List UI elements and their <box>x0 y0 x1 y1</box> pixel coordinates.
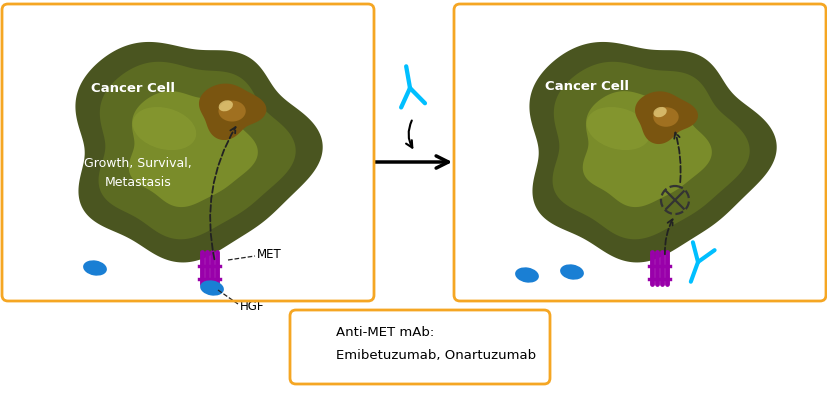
Text: Emibetuzumab, Onartuzumab: Emibetuzumab, Onartuzumab <box>336 349 535 362</box>
Ellipse shape <box>559 264 583 279</box>
Polygon shape <box>75 42 323 262</box>
FancyBboxPatch shape <box>289 310 549 384</box>
Ellipse shape <box>586 107 649 150</box>
Ellipse shape <box>514 267 538 283</box>
Ellipse shape <box>653 107 666 117</box>
Text: Cancer Cell: Cancer Cell <box>544 79 629 93</box>
Text: Growth, Survival,
Metastasis: Growth, Survival, Metastasis <box>84 158 192 189</box>
Polygon shape <box>528 42 776 262</box>
Text: Anti-MET mAb:: Anti-MET mAb: <box>336 326 433 339</box>
Polygon shape <box>634 91 697 144</box>
Polygon shape <box>98 62 295 239</box>
Ellipse shape <box>132 107 196 150</box>
Ellipse shape <box>218 100 246 121</box>
Ellipse shape <box>653 107 678 127</box>
Polygon shape <box>582 91 711 207</box>
Text: Cancer Cell: Cancer Cell <box>91 81 174 94</box>
Polygon shape <box>128 91 257 207</box>
Text: HGF: HGF <box>240 299 264 312</box>
Ellipse shape <box>218 100 232 111</box>
Ellipse shape <box>200 280 223 296</box>
Polygon shape <box>552 62 748 239</box>
Ellipse shape <box>83 260 107 276</box>
Polygon shape <box>198 84 266 140</box>
Text: MET: MET <box>256 247 281 260</box>
